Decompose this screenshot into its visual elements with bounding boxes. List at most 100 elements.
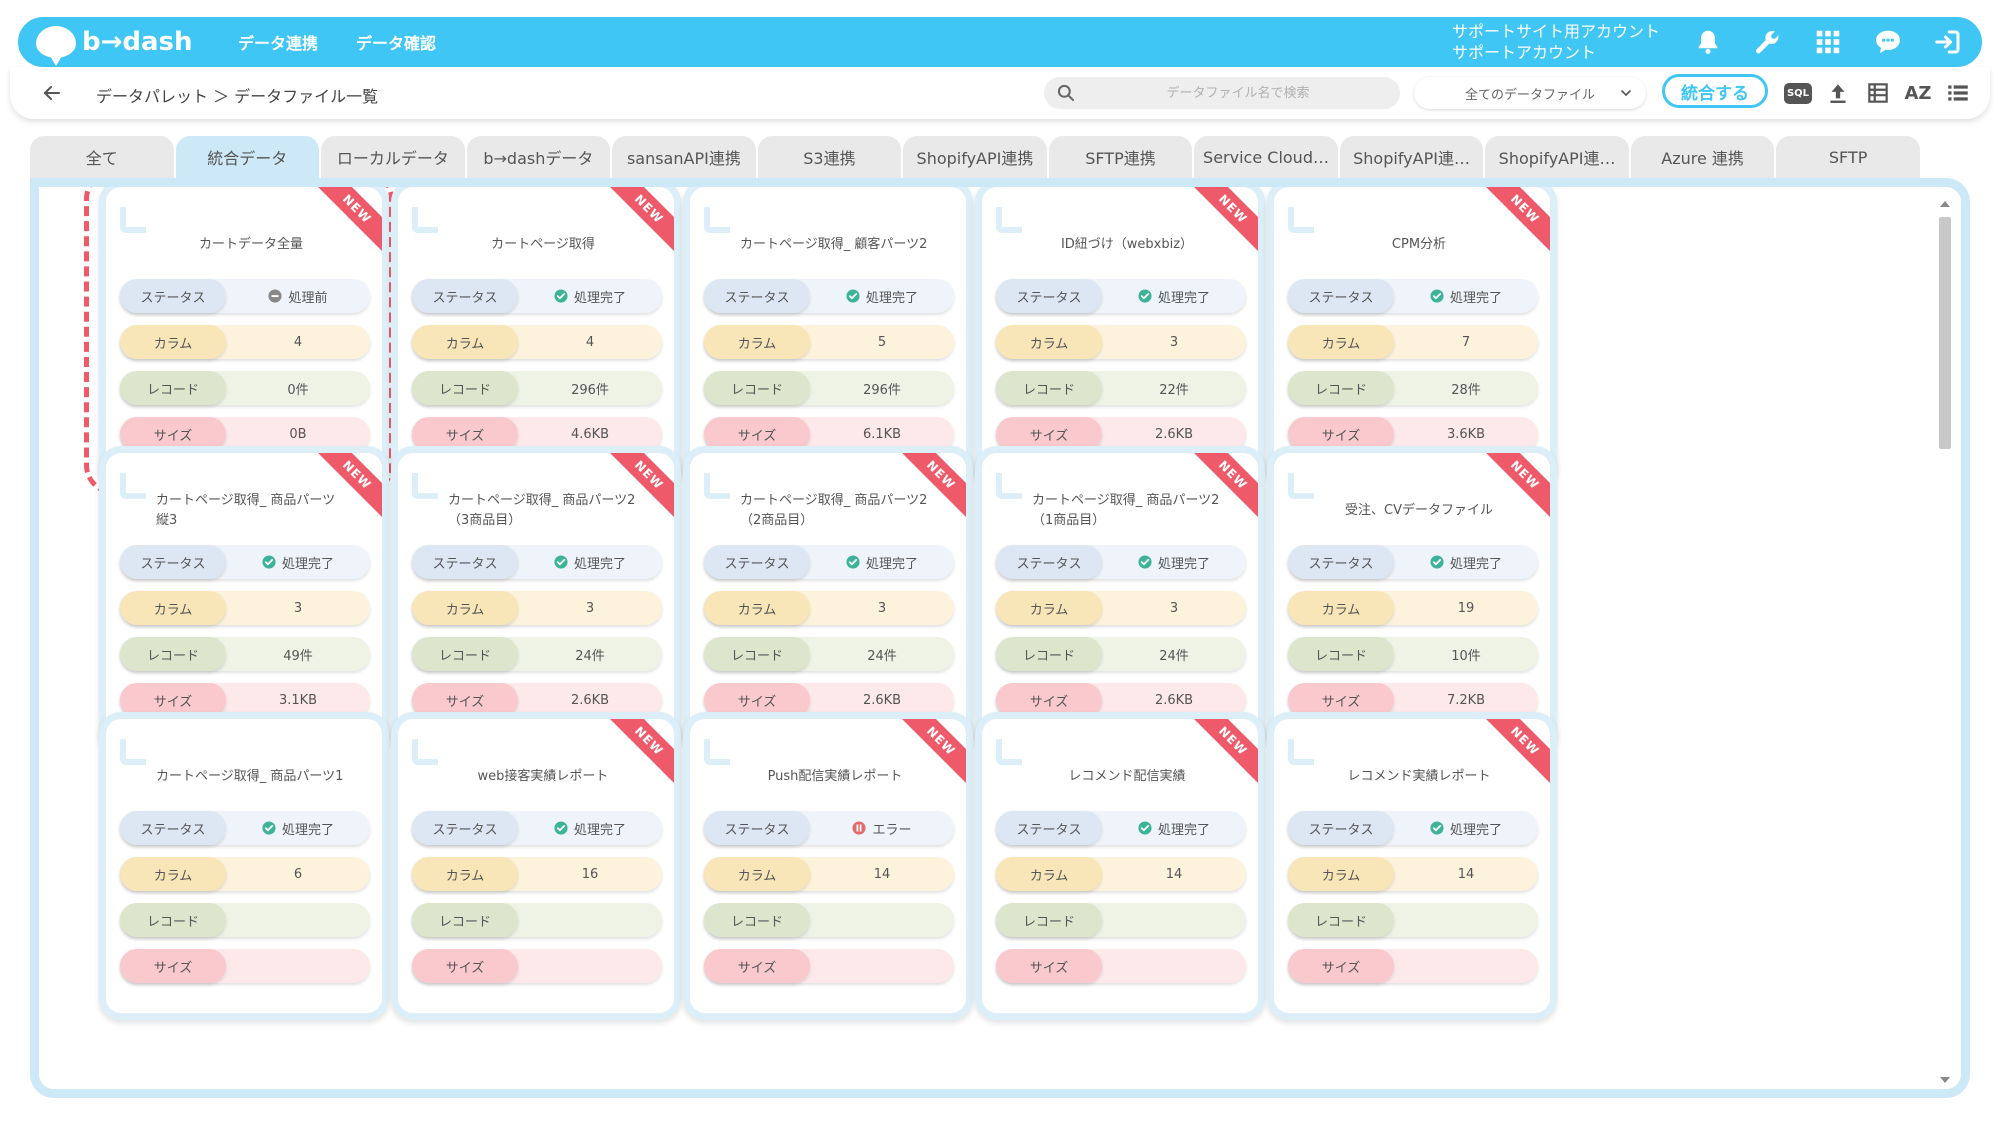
scroll-thumb[interactable]	[1939, 217, 1951, 449]
size-label: サイズ	[704, 417, 810, 451]
column-value: 3	[1169, 334, 1179, 350]
tab-10[interactable]: ShopifyAPI連…	[1485, 136, 1629, 178]
nav-data-integration[interactable]: データ連携	[238, 34, 319, 53]
data-file-card[interactable]: NEW カートデータ全量 ステータス 処理前 カラム 4 レコード 0件 サイズ 0B	[99, 187, 389, 488]
status-value: 処理完了	[1102, 819, 1246, 838]
vertical-scrollbar[interactable]	[1937, 197, 1953, 1087]
data-file-card[interactable]: NEW カートページ取得 ステータス 処理完了 カラム 4 レコード 296件 サイズ 4.6KB	[391, 187, 681, 488]
list-view-icon[interactable]	[1944, 79, 1972, 107]
table-view-icon[interactable]	[1864, 79, 1892, 107]
status-value: エラー	[810, 819, 954, 838]
column-label: カラム	[704, 591, 810, 625]
record-row: レコード	[996, 903, 1246, 937]
column-row: カラム 5	[704, 325, 954, 359]
file-corner-icon	[704, 473, 730, 499]
merge-button[interactable]: 統合する	[1662, 74, 1768, 108]
account-info[interactable]: サポートサイト用アカウント サポートアカウント	[1452, 21, 1660, 63]
data-file-card[interactable]: NEW カートページ取得_ 商品パーツ2（2商品目） ステータス 処理完了 カラム 3 レコ…	[683, 446, 973, 754]
size-label: サイズ	[1288, 949, 1394, 983]
data-file-card[interactable]: NEW カートページ取得_ 商品パーツ2（3商品目） ステータス 処理完了 カラム 3 レコ…	[391, 446, 681, 754]
status-value: 処理完了	[226, 819, 370, 838]
record-value: 0件	[287, 382, 309, 398]
data-file-card[interactable]: NEW カートページ取得_ 商品パーツ縦3 ステータス 処理完了 カラム 3 レコード 49件…	[99, 446, 389, 754]
record-label: レコード	[412, 637, 518, 671]
column-label: カラム	[996, 591, 1102, 625]
status-text: 処理完了	[281, 822, 334, 838]
size-value: 4.6KB	[570, 426, 610, 442]
size-row: サイズ	[120, 949, 370, 983]
tab-6[interactable]: ShopifyAPI連携	[903, 136, 1047, 178]
status-row: ステータス 処理完了	[412, 279, 662, 313]
card-title: カートページ取得_ 商品パーツ1	[156, 769, 344, 784]
record-label: レコード	[704, 903, 810, 937]
status-label: ステータス	[412, 811, 518, 845]
tab-11[interactable]: Azure 連携	[1630, 136, 1775, 178]
tab-0[interactable]: 全て	[30, 136, 174, 178]
size-row: サイズ 0B	[120, 417, 370, 451]
scroll-down-arrow-icon[interactable]	[1940, 1077, 1950, 1083]
column-label: カラム	[704, 857, 810, 891]
nav-data-check[interactable]: データ確認	[356, 34, 437, 53]
status-value: 処理前	[226, 287, 370, 306]
scroll-up-arrow-icon[interactable]	[1940, 201, 1950, 207]
record-row: レコード	[412, 903, 662, 937]
data-file-card[interactable]: NEW web接客実績レポート ステータス 処理完了 カラム 16 レコード サイズ	[391, 712, 681, 1020]
search-input[interactable]	[1088, 77, 1388, 109]
tab-8[interactable]: Service Cloud…	[1194, 136, 1338, 178]
tab-12[interactable]: SFTP	[1776, 136, 1920, 178]
record-value: 24件	[1159, 648, 1189, 664]
logo[interactable]: b→dash	[36, 26, 206, 66]
tab-7[interactable]: SFTP連携	[1048, 136, 1193, 178]
logout-icon[interactable]	[1918, 27, 1978, 57]
bell-icon[interactable]	[1678, 27, 1738, 57]
size-label: サイズ	[704, 949, 810, 983]
back-arrow-icon[interactable]	[40, 81, 64, 105]
size-row: サイズ 2.6KB	[704, 683, 954, 717]
size-label: サイズ	[1288, 417, 1394, 451]
record-value: 10件	[1451, 648, 1481, 664]
data-file-card[interactable]: NEW レコメンド実績レポート ステータス 処理完了 カラム 14 レコード サイズ	[1267, 712, 1557, 1020]
file-corner-icon	[996, 207, 1022, 233]
wrench-icon[interactable]	[1738, 27, 1798, 57]
status-value: 処理完了	[1394, 819, 1538, 838]
tab-1[interactable]: 統合データ	[175, 136, 320, 178]
status-done-icon	[554, 555, 568, 569]
data-file-card[interactable]: NEW レコメンド配信実績 ステータス 処理完了 カラム 14 レコード サイズ	[975, 712, 1265, 1020]
size-row: サイズ 3.6KB	[1288, 417, 1538, 451]
status-text: 処理完了	[1157, 556, 1210, 572]
data-file-card[interactable]: カートページ取得_ 商品パーツ1 ステータス 処理完了 カラム 6 レコード サイズ	[99, 712, 389, 1020]
chat-icon[interactable]	[1858, 27, 1918, 57]
status-done-icon	[846, 289, 860, 303]
upload-icon[interactable]	[1824, 79, 1852, 107]
size-row: サイズ	[1288, 949, 1538, 983]
size-row: サイズ	[996, 949, 1246, 983]
sql-icon[interactable]: SQL	[1783, 79, 1813, 107]
card-title: カートページ取得_ 商品パーツ縦3	[156, 493, 336, 528]
data-file-card[interactable]: NEW 受注、CVデータファイル ステータス 処理完了 カラム 19 レコード 10件 サイズ 7…	[1267, 446, 1557, 754]
grid-icon[interactable]	[1798, 27, 1858, 57]
tab-4[interactable]: sansanAPI連携	[612, 136, 756, 178]
card-title: レコメンド配信実績	[1068, 769, 1186, 784]
data-file-card[interactable]: NEW ID紐づけ（webxbiz） ステータス 処理完了 カラム 3 レコード 22件 サイズ…	[975, 187, 1265, 488]
account-name: サポートサイト用アカウント	[1452, 22, 1661, 41]
tab-5[interactable]: S3連携	[757, 136, 902, 178]
card-title: カートページ取得_ 商品パーツ2（2商品目）	[740, 493, 928, 528]
record-value: 24件	[575, 648, 605, 664]
column-label: カラム	[412, 857, 518, 891]
tab-2[interactable]: ローカルデータ	[321, 136, 465, 178]
column-label: カラム	[996, 325, 1102, 359]
data-file-card[interactable]: NEW カートページ取得_ 商品パーツ2（1商品目） ステータス 処理完了 カラム 3 レコ…	[975, 446, 1265, 754]
column-label: カラム	[996, 857, 1102, 891]
tab-9[interactable]: ShopifyAPI連…	[1339, 136, 1484, 178]
record-value: 28件	[1451, 382, 1481, 398]
status-label: ステータス	[996, 279, 1102, 313]
file-filter-value: 全てのデータファイル	[1464, 87, 1595, 103]
data-file-card[interactable]: カートページ取得_ 顧客パーツ2 ステータス 処理完了 カラム 5 レコード 296件 サイズ…	[683, 187, 973, 488]
file-filter-select[interactable]: 全てのデータファイル	[1414, 77, 1646, 109]
data-file-card[interactable]: NEW CPM分析 ステータス 処理完了 カラム 7 レコード 28件 サイズ 3.6KB	[1267, 187, 1557, 488]
data-file-card[interactable]: NEW Push配信実績レポート ステータス エラー カラム 14 レコード サイズ	[683, 712, 973, 1020]
status-done-icon	[1430, 821, 1444, 835]
tab-3[interactable]: b→dashデータ	[466, 136, 611, 178]
sort-az-icon[interactable]: AZ	[1904, 79, 1932, 107]
record-label: レコード	[996, 637, 1102, 671]
